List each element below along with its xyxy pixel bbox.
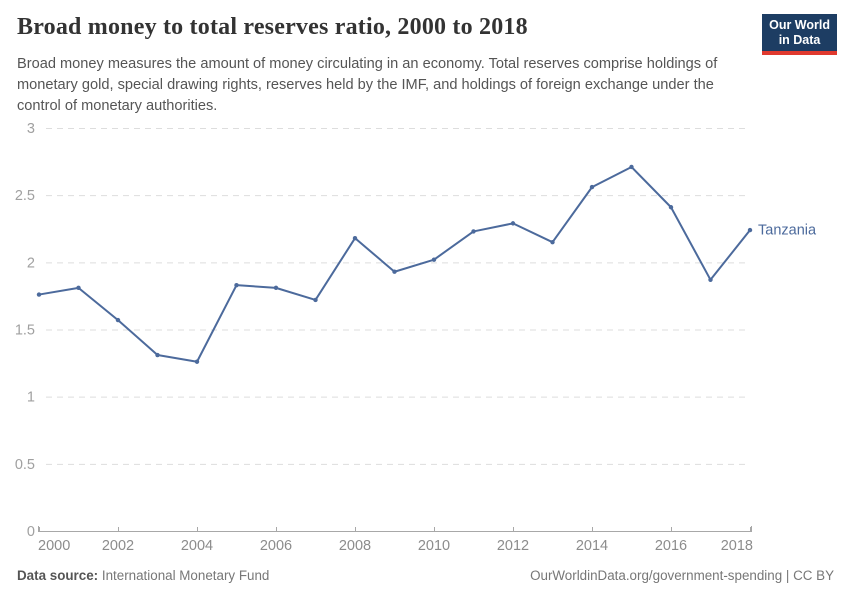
- owid-logo-line1: Our World: [769, 18, 830, 32]
- owid-logo: Our World in Data: [762, 14, 837, 55]
- attribution-url: OurWorldinData.org/government-spending |…: [530, 568, 834, 583]
- chart-canvas: 0 0.5 1 1.5 2 2.5 3 2000 2002 2004 2006 2008 2010 201…: [15, 121, 817, 554]
- x-tick-label: 2000: [38, 538, 70, 554]
- x-tick-label: 2002: [102, 538, 134, 554]
- x-tick-label: 2012: [497, 538, 529, 554]
- data-point: [510, 221, 516, 226]
- x-tick-label: 2018: [721, 538, 753, 554]
- data-source-note: Data source: International Monetary Fund: [17, 568, 269, 583]
- x-tick-label: 2006: [260, 538, 292, 554]
- y-tick-label: 1.5: [15, 323, 35, 339]
- data-point: [194, 359, 200, 364]
- owid-logo-line2: in Data: [778, 33, 821, 47]
- series-end-label: Tanzania: [758, 223, 817, 239]
- x-tick-label: 2014: [576, 538, 608, 554]
- y-tick-label: 0: [27, 524, 35, 540]
- data-point: [234, 282, 239, 288]
- x-tick-label: 2004: [181, 538, 213, 554]
- data-point: [747, 227, 753, 233]
- data-point: [36, 292, 42, 297]
- data-point: [115, 317, 121, 323]
- data-point: [629, 164, 634, 170]
- data-point: [155, 352, 160, 358]
- y-tick-label: 3: [27, 121, 35, 137]
- y-tick-label: 0.5: [15, 457, 35, 473]
- data-point: [431, 257, 437, 262]
- data-point: [313, 297, 318, 303]
- x-tick-label: 2016: [655, 538, 687, 554]
- data-source-value: International Monetary Fund: [101, 568, 270, 583]
- chart-subtitle: Broad money measures the amount of money…: [17, 56, 718, 114]
- tanzania-line: [38, 165, 751, 363]
- x-tick-label: 2008: [339, 538, 371, 554]
- y-tick-label: 2: [27, 255, 35, 271]
- data-point: [708, 277, 713, 282]
- data-source-label: Data source:: [17, 568, 99, 583]
- data-point: [76, 285, 81, 291]
- data-point: [392, 269, 397, 274]
- data-point: [550, 239, 555, 245]
- y-tick-label: 1: [27, 390, 35, 406]
- data-point: [668, 205, 674, 210]
- data-point: [471, 229, 476, 234]
- data-point: [589, 184, 595, 190]
- x-tick-label: 2010: [418, 538, 450, 554]
- page-title: Broad money to total reserves ratio, 200…: [17, 14, 528, 40]
- data-point: [273, 285, 279, 291]
- data-point: [352, 235, 358, 241]
- y-tick-label: 2.5: [15, 188, 35, 204]
